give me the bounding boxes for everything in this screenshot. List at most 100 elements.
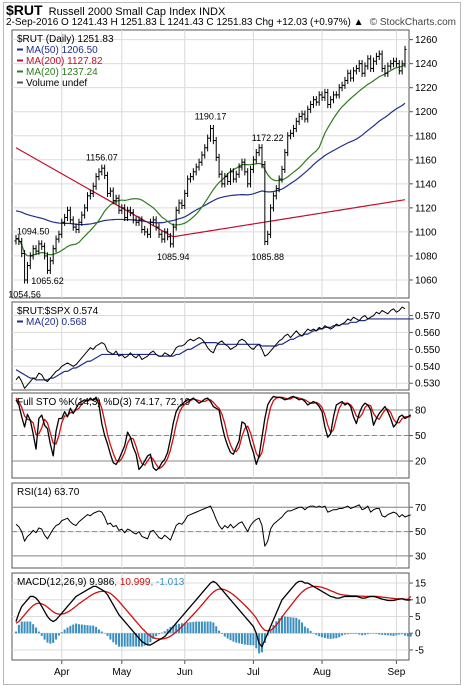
- ratio-legend: MA(20) 0.568: [26, 317, 87, 328]
- macd-line: [15, 580, 411, 648]
- macd-histogram-bar: [100, 631, 103, 634]
- macd-histogram-bar: [272, 624, 275, 634]
- macd-histogram-bar: [160, 632, 163, 634]
- price-annotation: 1054.56: [8, 290, 41, 300]
- macd-histogram-bar: [69, 625, 72, 634]
- macd-histogram-bar: [49, 633, 52, 644]
- macd-histogram-bar: [220, 633, 223, 634]
- macd-histogram-bar: [235, 633, 238, 643]
- macd-histogram-bar: [232, 633, 235, 642]
- macd-histogram-bar: [346, 633, 349, 635]
- y-tick-label-macd: 15: [415, 579, 427, 590]
- macd-histogram-bar: [115, 633, 118, 645]
- macd-histogram-bar: [212, 622, 215, 634]
- macd-histogram-bar: [315, 633, 318, 635]
- macd-histogram-bar: [318, 633, 321, 637]
- y-tick-label-sto: 50: [415, 431, 427, 442]
- macd-histogram-bar: [152, 633, 155, 639]
- y-tick-label-rsi: 70: [415, 503, 427, 514]
- macd-histogram-bar: [77, 624, 80, 634]
- y-tick-label-price: 1060: [415, 275, 438, 286]
- y-tick-label-price: 1160: [415, 155, 437, 166]
- macd-signal-line: [15, 585, 412, 640]
- macd-histogram-bar: [335, 633, 338, 639]
- price-annotation: 1065.62: [31, 276, 64, 286]
- macd-histogram-bar: [246, 633, 249, 645]
- macd-title-signal: , 10.999: [114, 577, 151, 588]
- ratio-ma-line: [15, 318, 414, 381]
- macd-histogram-bar: [135, 633, 138, 647]
- macd-histogram-bar: [349, 633, 352, 634]
- macd-histogram-bar: [366, 633, 369, 635]
- macd-histogram-bar: [301, 622, 304, 634]
- panel-rsi: 30 50 70 RSI(14) 63.70: [11, 482, 427, 569]
- macd-histogram-bar: [403, 633, 407, 636]
- macd-histogram-bar: [163, 631, 166, 634]
- macd-histogram-bar: [198, 621, 201, 634]
- x-tick-label: Jun: [177, 667, 193, 678]
- macd-histogram-bar: [95, 626, 98, 634]
- y-tick-label-price: 1080: [415, 251, 438, 262]
- macd-histogram-bar: [23, 621, 26, 634]
- macd-histogram-bar: [129, 633, 132, 647]
- y-tick-label-macd: -5: [415, 645, 424, 656]
- macd-histogram-bar: [126, 633, 129, 647]
- price-annotation: 1156.07: [86, 153, 118, 163]
- macd-histogram-bar: [298, 619, 301, 634]
- y-tick-label-macd: 10: [415, 595, 427, 606]
- macd-histogram-bar: [361, 633, 364, 636]
- y-tick-label-price: 1140: [415, 179, 437, 190]
- panel-macd: -5 0 5 10 15 MACD(12,26,9) 9.986, 10.999, -1.…: [11, 572, 427, 661]
- macd-histogram-bar: [57, 633, 60, 636]
- macd-histogram-bar: [172, 625, 175, 634]
- macd-histogram-bar: [401, 633, 404, 635]
- macd-histogram-bar: [149, 633, 152, 643]
- macd-histogram-bar: [223, 633, 226, 637]
- macd-histogram-bar: [183, 622, 186, 634]
- macd-histogram-bar: [103, 633, 106, 634]
- macd-histogram-bar: [83, 624, 86, 634]
- macd-histogram-bar: [306, 628, 309, 634]
- y-tick-label-sto: 20: [415, 457, 427, 468]
- macd-histogram-bar: [29, 621, 32, 634]
- macd-histogram-bar: [117, 633, 120, 647]
- macd-histogram-bar: [52, 633, 55, 643]
- macd-histogram-bar: [72, 624, 75, 634]
- macd-histogram-bar: [363, 633, 366, 635]
- price-title: $RUT (Daily) 1251.83: [17, 34, 114, 45]
- macd-histogram-bar: [275, 621, 278, 634]
- macd-histogram-bar: [292, 617, 295, 634]
- price-annotation: 1085.94: [157, 252, 190, 262]
- macd-histogram-bar: [123, 633, 126, 647]
- macd-histogram-bar: [395, 633, 398, 636]
- macd-histogram-bar: [263, 633, 266, 643]
- macd-histogram-bar: [218, 630, 221, 634]
- price-annotation: 1094.50: [17, 227, 50, 237]
- ma20-line: [15, 64, 406, 257]
- macd-histogram-bar: [255, 633, 258, 649]
- macd-histogram-bar: [143, 633, 146, 646]
- y-tick-label-price: 1200: [415, 107, 438, 118]
- x-tick-label: May: [112, 667, 131, 678]
- macd-histogram-bar: [369, 633, 372, 634]
- macd-histogram-bar: [406, 633, 409, 637]
- macd-histogram-bar: [26, 621, 29, 634]
- macd-histogram-bar: [392, 633, 395, 636]
- macd-histogram-bar: [383, 633, 386, 635]
- macd-histogram-bar: [203, 621, 206, 634]
- panel-sto: 20 50 80 Full STO %K(14,3) %D(3) 74.17, 72.…: [11, 392, 427, 479]
- legend-entry: MA(20) 1237.24: [26, 67, 98, 78]
- macd-histogram-bar: [112, 633, 115, 643]
- macd-histogram-bar: [109, 633, 112, 640]
- macd-histogram-bar: [46, 633, 49, 643]
- y-tick-label-ratio: 0.540: [415, 362, 440, 373]
- macd-histogram-bar: [132, 633, 135, 647]
- panel-price: 1060 1080 1100 1120 1140 1160 1180 1200 1220 1240…: [8, 29, 438, 300]
- panel-border-rsi: [11, 482, 410, 569]
- macd-histogram-bar: [166, 628, 169, 634]
- macd-histogram-bar: [386, 633, 389, 636]
- price-annotation: 1190.17: [195, 112, 227, 122]
- y-tick-label-ratio: 0.560: [415, 328, 440, 339]
- price-annotation: 1085.88: [251, 252, 284, 262]
